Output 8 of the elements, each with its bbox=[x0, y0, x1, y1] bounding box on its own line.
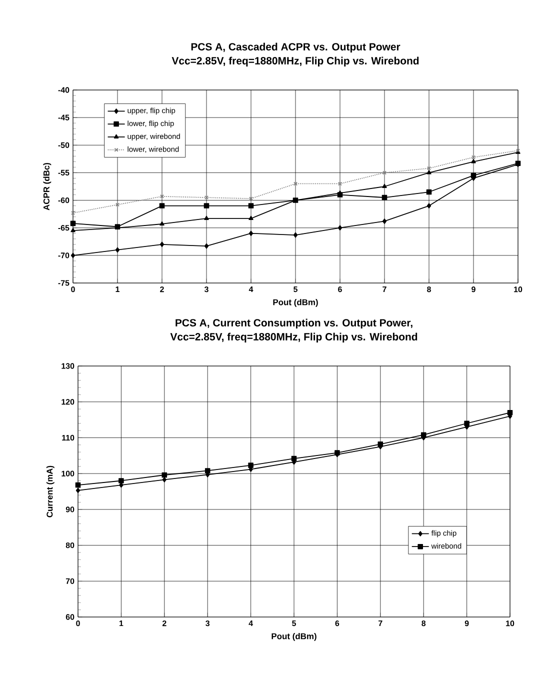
chart-subtitle: Vcc=2.85V, freq=1880MHz, Flip Chip vs. Wirebond bbox=[172, 56, 419, 66]
y-axis-title: Current (mA) bbox=[46, 466, 54, 518]
y-axis-title: ACPR (dBc) bbox=[43, 162, 52, 210]
x-axis-title: Pout (dBm) bbox=[273, 299, 318, 307]
chart-title: PCS A, Cascaded ACPR vs. Output Power bbox=[191, 42, 400, 53]
chart-title: PCS A, Current Consumption vs. Output Power, bbox=[176, 318, 412, 329]
chart-subtitle: Vcc=2.85V, freq=1880MHz, Flip Chip vs. Wirebond bbox=[170, 332, 418, 343]
x-axis-title: Pout (dBm) bbox=[272, 633, 316, 641]
